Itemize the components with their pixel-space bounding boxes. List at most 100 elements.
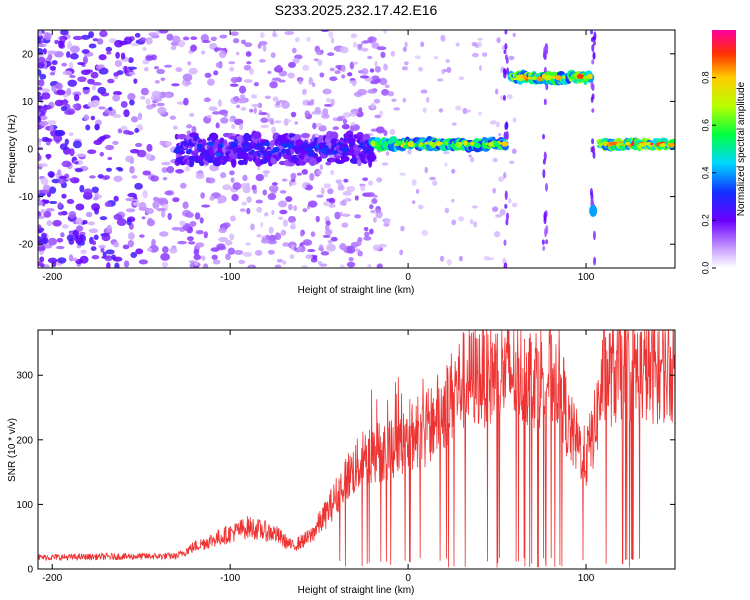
noise-cell <box>113 175 123 182</box>
noise-cell <box>93 234 99 241</box>
noise-cell <box>275 232 279 238</box>
streak-cell <box>542 169 546 179</box>
noise-cell <box>90 246 97 251</box>
noise-cell <box>47 257 58 264</box>
noise-cell <box>59 143 68 151</box>
noise-cell <box>206 114 212 119</box>
signal-peak-cell <box>320 142 327 146</box>
noise-cell <box>424 166 429 174</box>
noise-cell <box>38 260 43 267</box>
noise-cell <box>438 108 444 113</box>
noise-cell <box>177 240 187 245</box>
streak-cell <box>502 95 506 101</box>
signal-peak-cell <box>462 140 469 146</box>
noise-cell <box>105 249 115 255</box>
signal-peak-cell <box>238 148 245 152</box>
streak-cell <box>543 98 547 106</box>
snr-y-tick-label: 300 <box>16 371 33 382</box>
noise-cell <box>492 157 498 163</box>
noise-cell <box>128 71 136 76</box>
signal-peak-cell <box>248 151 255 156</box>
spectrogram-x-tick-label: 100 <box>578 272 595 283</box>
noise-cell <box>357 250 363 257</box>
noise-cell <box>201 50 206 55</box>
signal-peak-cell <box>218 144 224 148</box>
noise-cell <box>489 120 497 125</box>
signal-peak-cell <box>206 141 215 146</box>
noise-cell <box>375 126 385 134</box>
noise-cell <box>66 51 71 59</box>
noise-cell <box>72 229 80 237</box>
noise-cell <box>92 38 99 42</box>
noise-cell <box>292 57 300 64</box>
noise-cell <box>56 237 64 243</box>
streak-cell <box>505 212 509 221</box>
signal-peak-cell <box>631 141 635 146</box>
noise-cell <box>54 39 59 45</box>
noise-cell <box>72 35 83 41</box>
signal-cell <box>589 204 598 217</box>
noise-cell <box>38 86 43 91</box>
noise-cell <box>373 98 381 104</box>
noise-cell <box>229 170 235 176</box>
noise-cell <box>286 119 292 123</box>
signal-peak-cell <box>645 141 651 146</box>
colorbar-gradient <box>712 30 736 268</box>
signal-peak-cell <box>244 144 249 147</box>
noise-cell <box>69 74 76 79</box>
noise-cell <box>193 265 199 268</box>
noise-cell <box>204 72 212 78</box>
noise-cell <box>194 212 201 220</box>
noise-cell <box>75 217 84 225</box>
noise-cell <box>49 124 54 132</box>
noise-cell <box>367 88 377 94</box>
noise-cell <box>93 139 103 146</box>
noise-cell <box>179 220 186 226</box>
noise-cell <box>165 141 173 147</box>
noise-cell <box>66 234 75 242</box>
noise-cell <box>156 68 166 75</box>
noise-cell <box>57 211 64 216</box>
noise-cell <box>258 59 266 63</box>
signal-peak-cell <box>358 141 364 146</box>
noise-cell <box>225 253 231 261</box>
noise-cell <box>72 103 78 109</box>
noise-cell <box>224 239 233 246</box>
noise-cell <box>212 111 221 115</box>
noise-cell <box>38 43 47 48</box>
noise-cell <box>91 186 99 193</box>
noise-cell <box>363 236 372 241</box>
noise-cell <box>77 76 87 83</box>
noise-cell <box>324 224 330 231</box>
noise-cell <box>218 227 227 234</box>
noise-cell <box>253 82 260 87</box>
noise-cell <box>360 185 366 192</box>
noise-cell <box>341 64 346 73</box>
signal-peak-cell <box>256 142 264 148</box>
noise-cell <box>212 259 221 265</box>
noise-cell <box>285 196 293 203</box>
noise-cell <box>407 149 412 155</box>
streak-cell <box>503 68 507 76</box>
noise-cell <box>218 50 227 59</box>
signal-peak-cell <box>659 143 663 147</box>
noise-cell <box>268 185 279 192</box>
noise-cell <box>439 255 445 262</box>
noise-cell <box>481 52 488 57</box>
noise-cell <box>446 258 452 266</box>
signal-peak-cell <box>229 142 238 148</box>
noise-cell <box>291 244 295 251</box>
noise-cell <box>239 123 243 131</box>
noise-cell <box>364 231 370 238</box>
noise-cell <box>106 224 113 233</box>
noise-cell <box>105 144 115 151</box>
noise-cell <box>334 70 341 75</box>
noise-cell <box>512 117 517 123</box>
noise-cell <box>404 41 408 48</box>
noise-cell <box>294 37 300 43</box>
streak-cell <box>591 108 595 113</box>
noise-cell <box>240 106 247 111</box>
noise-cell <box>319 263 328 267</box>
noise-cell <box>39 73 47 80</box>
noise-cell <box>66 87 72 96</box>
